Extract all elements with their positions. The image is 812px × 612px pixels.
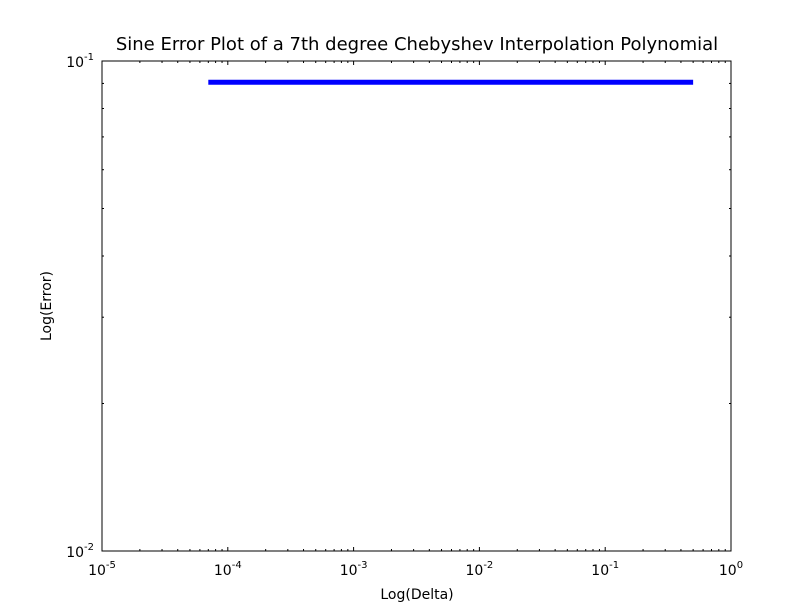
chart-title: Sine Error Plot of a 7th degree Chebyshe… [116, 34, 718, 55]
x-tick-label: 10-3 [340, 560, 368, 579]
plot-area-frame [101, 60, 732, 552]
y-axis-label: Log(Error) [39, 271, 55, 341]
minor-ticks [102, 61, 731, 551]
x-tick-label: 10-1 [591, 560, 619, 579]
x-tick-label: 10-5 [88, 560, 116, 579]
major-ticks [101, 60, 732, 552]
x-tick-label: 100 [719, 560, 743, 579]
tick-labels: 10-5 10-4 10-3 10-2 10-1 100 10-2 10-1 [66, 52, 743, 579]
x-tick-label: 10-2 [465, 560, 493, 579]
y-tick-label: 10-2 [66, 542, 94, 561]
y-tick-label: 10-1 [66, 52, 94, 71]
x-axis-label: Log(Delta) [380, 587, 453, 603]
x-tick-label: 10-4 [214, 560, 242, 579]
